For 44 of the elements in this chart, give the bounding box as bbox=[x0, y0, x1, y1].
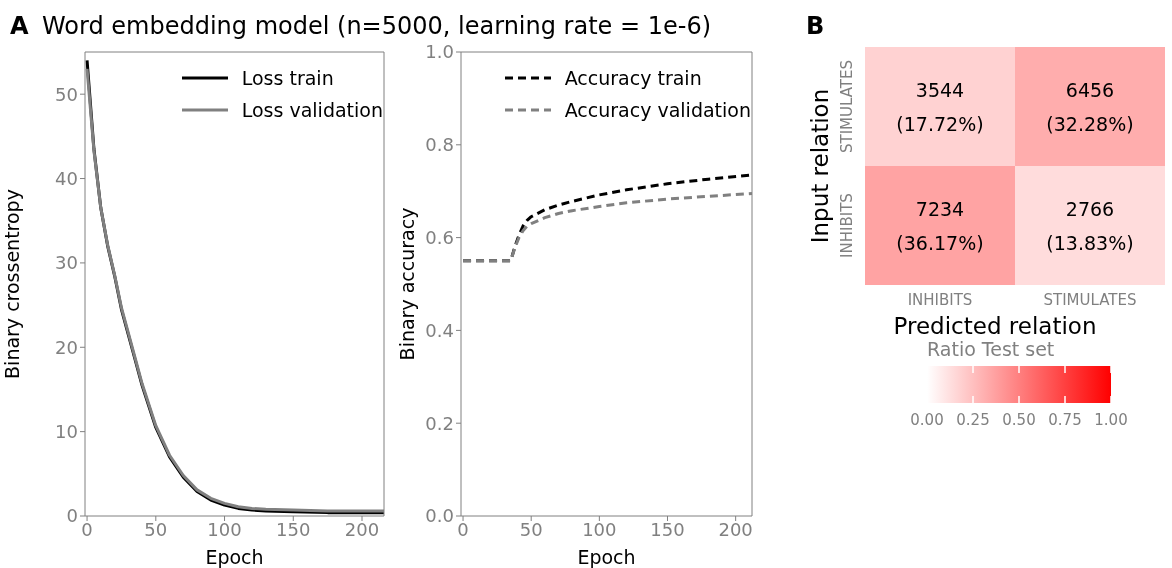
data-label: 7234 (36.17%) bbox=[896, 197, 984, 254]
text: B bbox=[806, 12, 825, 40]
data-label: 3544 (17.72%) bbox=[896, 78, 984, 135]
legend-label: Accuracy validation bbox=[564, 99, 751, 121]
y-tick-label: 0.2 bbox=[425, 412, 454, 434]
color-bar-title: Ratio Test set bbox=[927, 338, 1055, 360]
color-bar-label: 0.00 bbox=[910, 411, 944, 429]
y-tick-label: 0.4 bbox=[425, 319, 454, 341]
x-axis-title: Epoch bbox=[577, 546, 636, 568]
data-label: 6456 (32.28%) bbox=[1046, 78, 1134, 135]
x-tick-label: 150 bbox=[276, 518, 311, 540]
y-axis-title: Input relation bbox=[807, 88, 833, 244]
y-tick-label: 0.6 bbox=[425, 226, 454, 248]
x-tick-label: 0 bbox=[81, 518, 93, 540]
legend-label: Loss validation bbox=[241, 99, 383, 121]
x-tick-label: 150 bbox=[650, 518, 685, 540]
x-axis-title: Epoch bbox=[205, 546, 264, 568]
y-axis-title: Binary accuracy bbox=[395, 207, 418, 361]
color-bar-label: 0.75 bbox=[1048, 411, 1082, 429]
x-tick-label: 100 bbox=[207, 518, 242, 540]
y-tick-label: 20 bbox=[55, 336, 78, 358]
legend-label: Accuracy train bbox=[564, 67, 702, 89]
color-bar-label: 1.00 bbox=[1094, 411, 1128, 429]
data-label: 2766 (13.83%) bbox=[1046, 197, 1134, 254]
y-tick-label: 50 bbox=[55, 83, 78, 105]
y-axis-title: Binary crossentropy bbox=[0, 189, 23, 379]
color-bar-label: 0.50 bbox=[1002, 411, 1036, 429]
x-tick-label: 50 bbox=[144, 518, 168, 540]
x-tick-label: 200 bbox=[718, 518, 753, 540]
y-tick-label: 0.8 bbox=[425, 134, 454, 156]
y-tick-label: 30 bbox=[55, 252, 78, 274]
x-tick-label: 200 bbox=[344, 518, 380, 540]
y-tick-label: 40 bbox=[55, 167, 78, 189]
legend-label: Loss train bbox=[241, 67, 334, 89]
x-tick-label: 0 bbox=[457, 518, 469, 540]
y-tick-label: 0.0 bbox=[425, 505, 454, 527]
color-bar-label: 0.25 bbox=[956, 411, 990, 429]
x-tick-label: 100 bbox=[582, 518, 617, 540]
y-tick-label: 10 bbox=[55, 421, 78, 443]
y-tick-label: 1.0 bbox=[425, 41, 454, 63]
text: A bbox=[10, 12, 29, 40]
x-tick-label: 50 bbox=[519, 518, 543, 540]
chart-title: Word embedding model (n=5000, learning rate = 1e-6) bbox=[42, 12, 712, 40]
x-axis-title: Predicted relation bbox=[893, 313, 1097, 339]
